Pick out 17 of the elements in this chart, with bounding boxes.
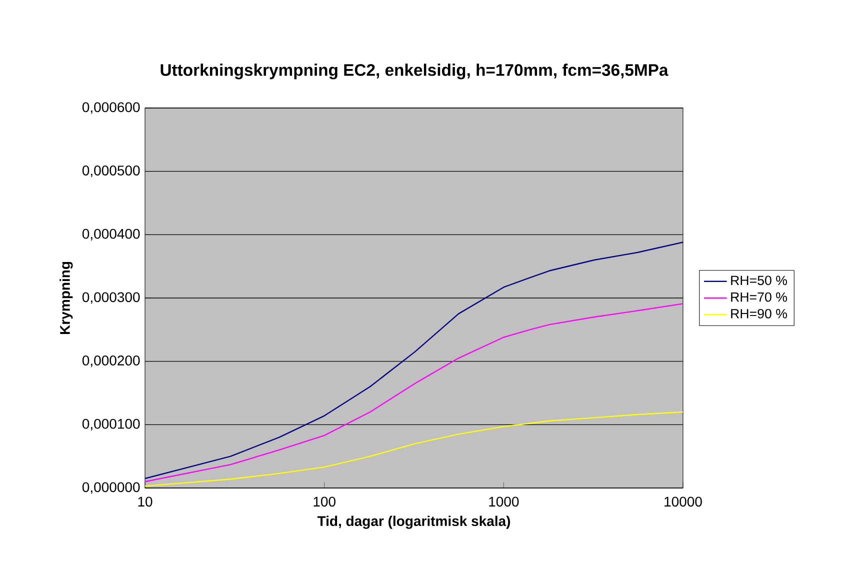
y-axis-title: Krympning <box>60 262 73 334</box>
y-tick-label: 0,000200 <box>82 356 140 368</box>
legend-label: RH=50 % <box>731 276 787 286</box>
x-tick-label: 100 <box>314 496 336 507</box>
y-tick-label: 0,000100 <box>82 418 140 430</box>
x-tick-label: 1000 <box>489 496 519 507</box>
y-tick-label: 0,000500 <box>82 166 140 178</box>
legend-label: RH=70 % <box>731 292 787 302</box>
chart-title: Uttorkningskrympning EC2, enkelsidig, h=170mm, fcm=36,5MPa <box>160 64 668 80</box>
y-tick-label: 0,000600 <box>82 102 140 114</box>
x-tick-label: 10000 <box>664 496 702 507</box>
legend-label: RH=90 % <box>731 308 787 318</box>
x-axis-title: Tid, dagar (logaritmisk skala) <box>317 516 510 529</box>
y-tick-label: 0,000300 <box>82 292 140 304</box>
y-tick-label: 0,000400 <box>82 228 140 240</box>
y-tick-label: 0,000000 <box>82 482 140 494</box>
x-tick-label: 10 <box>138 496 152 507</box>
